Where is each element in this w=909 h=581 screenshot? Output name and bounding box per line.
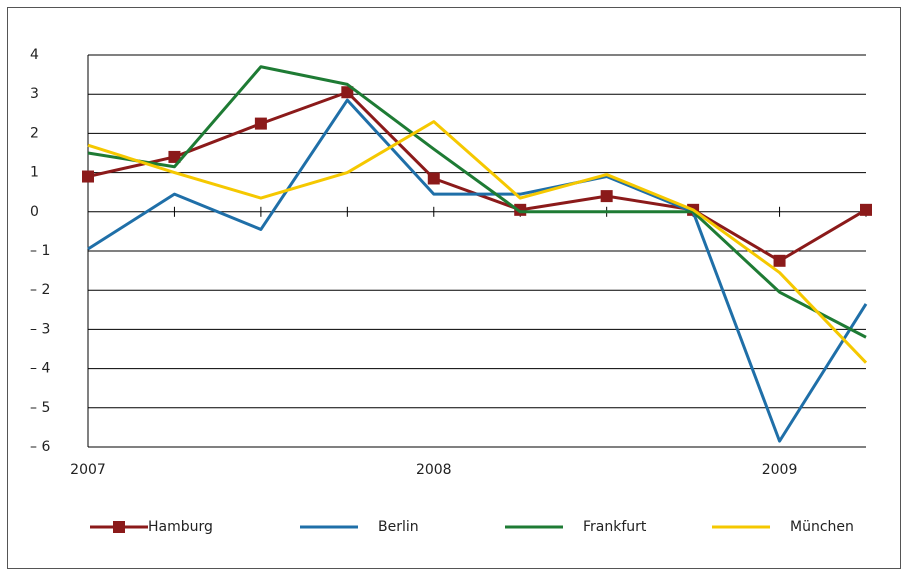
data-point bbox=[773, 254, 786, 267]
series-line bbox=[87, 65, 867, 339]
data-point bbox=[168, 150, 181, 163]
data-point bbox=[600, 190, 613, 203]
x-tick-label: 2008 bbox=[416, 462, 452, 478]
legend-label: Berlin bbox=[378, 519, 419, 535]
series-line bbox=[87, 98, 868, 443]
data-point bbox=[860, 203, 872, 216]
legend-label: Frankfurt bbox=[583, 519, 647, 535]
y-tick-label: 3 bbox=[30, 86, 39, 102]
legend-label: Hamburg bbox=[148, 519, 213, 535]
y-tick-label: – 5 bbox=[30, 400, 50, 416]
y-tick-label: 4 bbox=[30, 47, 39, 63]
y-tick-label: – 4 bbox=[30, 361, 50, 377]
y-tick-label: – 1 bbox=[30, 243, 50, 259]
frame bbox=[7, 7, 901, 569]
x-tick-label: 2007 bbox=[70, 462, 106, 478]
y-tick-label: – 2 bbox=[30, 282, 50, 298]
y-tick-label: 1 bbox=[30, 165, 39, 181]
series-line bbox=[87, 120, 868, 364]
data-point bbox=[254, 117, 267, 130]
y-tick-label: 2 bbox=[30, 125, 39, 141]
data-point bbox=[427, 172, 440, 185]
y-tick-label: 0 bbox=[30, 204, 39, 220]
y-tick-label: – 3 bbox=[30, 321, 50, 337]
data-point bbox=[82, 170, 94, 183]
legend-label: München bbox=[790, 519, 854, 535]
x-tick-label: 2009 bbox=[762, 462, 798, 478]
y-tick-label: – 6 bbox=[30, 439, 50, 455]
legend-marker bbox=[113, 521, 125, 533]
data-point bbox=[341, 86, 354, 99]
